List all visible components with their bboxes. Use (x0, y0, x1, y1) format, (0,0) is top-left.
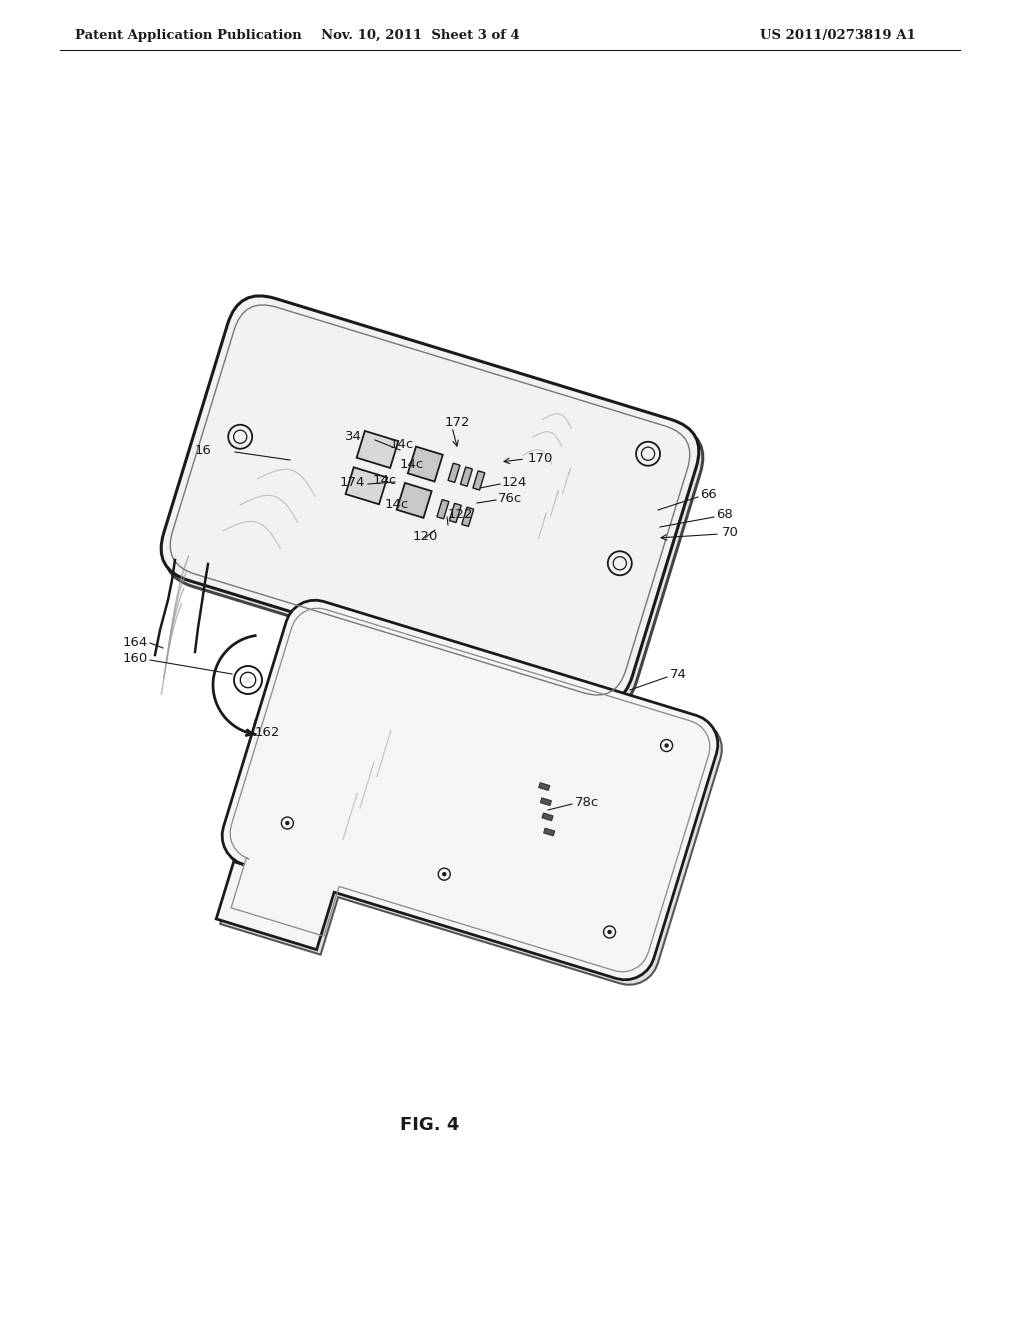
Text: 120: 120 (413, 529, 438, 543)
Text: US 2011/0273819 A1: US 2011/0273819 A1 (760, 29, 915, 41)
FancyBboxPatch shape (165, 302, 702, 710)
FancyBboxPatch shape (396, 483, 432, 517)
PathPatch shape (220, 606, 722, 985)
Text: Patent Application Publication: Patent Application Publication (75, 29, 302, 41)
Text: 16: 16 (195, 444, 212, 457)
Text: 74: 74 (670, 668, 687, 681)
Text: 14c: 14c (373, 474, 397, 487)
Text: 78c: 78c (575, 796, 599, 808)
Circle shape (666, 744, 668, 747)
Circle shape (442, 873, 445, 875)
FancyBboxPatch shape (462, 507, 474, 527)
Text: 66: 66 (700, 488, 717, 502)
Text: 14c: 14c (400, 458, 424, 471)
FancyBboxPatch shape (345, 467, 387, 504)
Text: 172: 172 (445, 416, 470, 429)
FancyBboxPatch shape (408, 446, 442, 482)
Text: 122: 122 (449, 508, 473, 521)
Text: 14c: 14c (385, 499, 410, 511)
Text: 124: 124 (502, 475, 527, 488)
FancyBboxPatch shape (473, 471, 484, 490)
Text: 68: 68 (716, 508, 733, 521)
Text: 160: 160 (123, 652, 148, 664)
FancyBboxPatch shape (461, 467, 472, 486)
FancyBboxPatch shape (542, 813, 553, 821)
Text: Nov. 10, 2011  Sheet 3 of 4: Nov. 10, 2011 Sheet 3 of 4 (321, 29, 519, 41)
Circle shape (608, 931, 611, 933)
FancyBboxPatch shape (450, 503, 461, 523)
Text: 164: 164 (123, 636, 148, 649)
Text: 174: 174 (340, 475, 366, 488)
FancyBboxPatch shape (449, 463, 460, 482)
Text: 76c: 76c (498, 491, 522, 504)
FancyBboxPatch shape (544, 828, 555, 836)
FancyBboxPatch shape (356, 430, 398, 469)
Text: 34: 34 (345, 430, 361, 444)
Text: 70: 70 (722, 525, 739, 539)
FancyBboxPatch shape (539, 783, 550, 791)
FancyBboxPatch shape (437, 499, 449, 519)
Text: 14c: 14c (390, 438, 415, 451)
FancyBboxPatch shape (541, 797, 551, 805)
Text: FIG. 4: FIG. 4 (400, 1115, 460, 1134)
Text: 162: 162 (255, 726, 281, 738)
PathPatch shape (216, 601, 718, 979)
Circle shape (286, 821, 289, 825)
Text: 170: 170 (528, 451, 553, 465)
FancyBboxPatch shape (161, 296, 699, 704)
